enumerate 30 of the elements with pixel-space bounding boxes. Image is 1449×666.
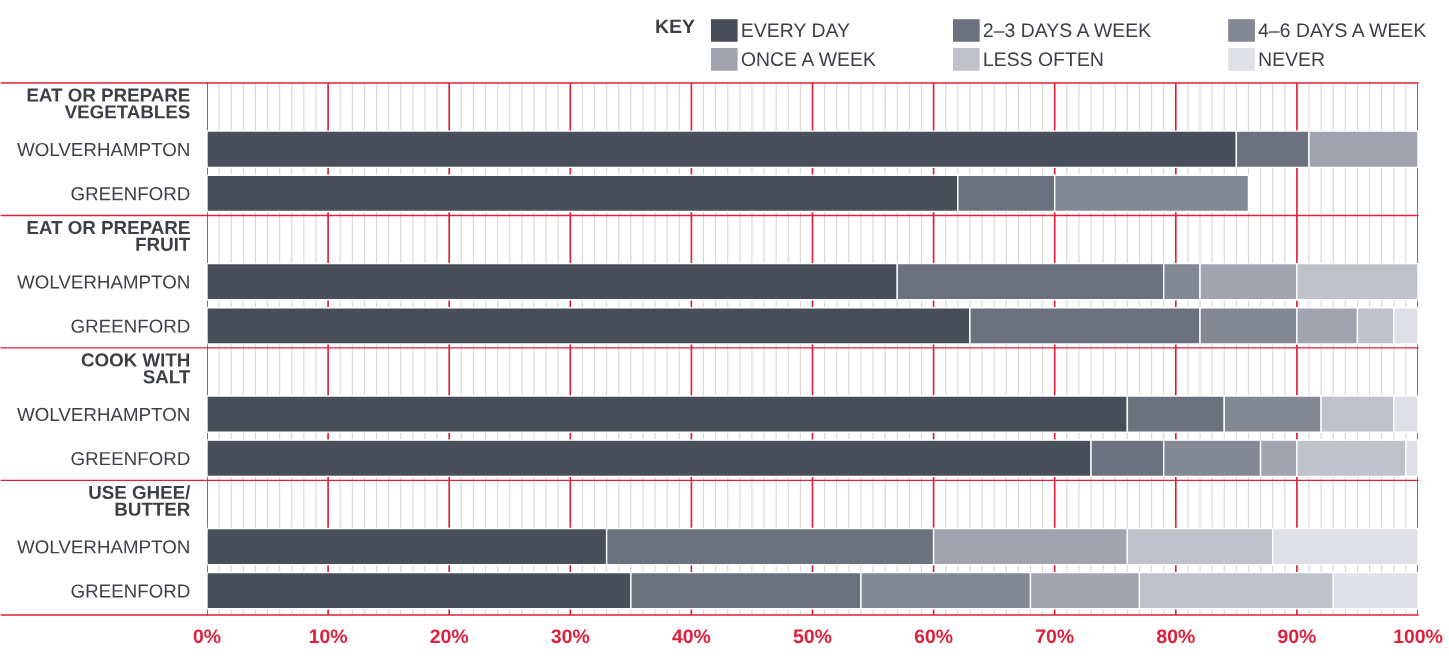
legend-label: EVERY DAY [742, 23, 850, 37]
y-tick-label: EAT OR PREPARE VEGETABLES [27, 88, 190, 119]
y-tick-label: USE GHEE/ BUTTER [89, 485, 191, 516]
y-tick-label: WOLVERHAMPTON [17, 407, 189, 422]
x-tick-label: 70% [1036, 629, 1074, 644]
legend-title: KEY [656, 19, 695, 34]
x-tick-label: 40% [672, 629, 711, 644]
x-tick-label: 80% [1156, 629, 1195, 644]
legend-label: LESS OFTEN [984, 52, 1103, 67]
x-tick-label: 20% [430, 629, 469, 644]
y-tick-label: COOK WITH SALT [81, 353, 191, 384]
legend-label: NEVER [1259, 52, 1325, 66]
y-tick-label: GREENFORD [71, 584, 190, 598]
legend-label: 4–6 DAYS A WEEK [1258, 23, 1427, 38]
y-tick-label: WOLVERHAMPTON [17, 540, 189, 554]
y-tick-label: WOLVERHAMPTON [17, 142, 189, 157]
y-tick-label: GREENFORD [71, 187, 190, 201]
legend-label: ONCE A WEEK [741, 52, 876, 67]
x-tick-label: 10% [309, 629, 348, 644]
legend-label: 2–3 DAYS A WEEK [983, 23, 1151, 38]
x-tick-label: 60% [914, 629, 953, 644]
y-tick-label: EAT OR PREPARE FRUIT [27, 220, 191, 251]
x-tick-label: 50% [793, 629, 832, 644]
x-tick-label: 30% [551, 629, 590, 644]
y-tick-label: WOLVERHAMPTON [17, 275, 189, 289]
x-tick-label: 90% [1278, 629, 1316, 644]
y-tick-label: GREENFORD [71, 319, 190, 333]
y-tick-label: GREENFORD [71, 451, 190, 466]
x-tick-label: 0% [193, 629, 221, 644]
x-tick-label: 100% [1394, 629, 1443, 644]
